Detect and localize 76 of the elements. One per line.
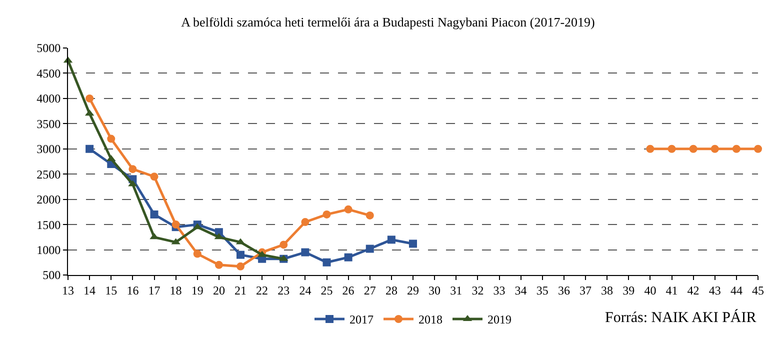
legend-label: 2018 xyxy=(418,312,442,327)
legend-label: 2019 xyxy=(488,312,512,327)
y-tick-label: 2000 xyxy=(36,192,61,207)
x-tick-label: 33 xyxy=(493,283,506,298)
point xyxy=(301,248,310,256)
point xyxy=(236,250,244,259)
point xyxy=(193,250,202,258)
point xyxy=(128,165,137,174)
x-tick-label: 31 xyxy=(450,283,462,298)
point xyxy=(86,94,94,102)
point xyxy=(150,210,158,218)
x-tick-label: 16 xyxy=(126,283,139,298)
y-tick-label: 3000 xyxy=(36,142,61,156)
x-tick-label: 17 xyxy=(148,283,160,298)
x-tick-label: 21 xyxy=(234,283,246,298)
point xyxy=(710,144,719,153)
y-tick-label: 3500 xyxy=(36,116,61,131)
x-tick-label: 29 xyxy=(407,283,419,298)
x-tick-label: 24 xyxy=(299,283,312,298)
point xyxy=(172,220,180,229)
y-tick-label: 500 xyxy=(42,268,61,282)
x-tick-label: 18 xyxy=(170,283,182,298)
x-tick-label: 38 xyxy=(601,283,614,298)
text: Forrás: NAIK AKI PÁIR xyxy=(605,309,756,326)
legend-label: 2017 xyxy=(350,312,374,327)
point xyxy=(366,211,374,220)
x-tick-label: 34 xyxy=(514,283,527,298)
point xyxy=(409,240,417,248)
point xyxy=(754,144,762,153)
point xyxy=(301,218,310,226)
x-tick-label: 35 xyxy=(536,283,548,298)
y-tick-label: 4000 xyxy=(36,92,61,106)
point xyxy=(689,144,698,153)
x-tick-label: 26 xyxy=(342,283,354,298)
x-tick-label: 41 xyxy=(666,283,678,298)
point xyxy=(322,210,331,218)
point xyxy=(344,253,352,262)
x-tick-label: 44 xyxy=(730,283,742,298)
y-tick-label: 4500 xyxy=(36,66,61,80)
x-tick-label: 36 xyxy=(558,283,570,298)
x-tick-label: 19 xyxy=(191,283,204,298)
point xyxy=(214,260,223,269)
point xyxy=(344,205,352,214)
x-tick-label: 37 xyxy=(580,283,592,298)
point xyxy=(150,172,158,181)
x-tick-label: 39 xyxy=(622,283,635,298)
point xyxy=(646,144,654,153)
x-tick-label: 45 xyxy=(752,283,764,298)
x-tick-label: 13 xyxy=(62,283,74,298)
x-tick-label: 40 xyxy=(644,283,656,298)
x-tick-label: 23 xyxy=(278,283,290,298)
point xyxy=(107,134,116,143)
x-tick-label: 32 xyxy=(472,283,484,298)
x-tick-label: 42 xyxy=(687,283,700,298)
point xyxy=(387,236,396,244)
x-tick-label: 22 xyxy=(256,283,268,298)
y-tick-label: 1000 xyxy=(36,242,61,257)
point xyxy=(86,144,94,153)
x-tick-label: 25 xyxy=(320,283,333,298)
point xyxy=(236,262,244,270)
x-tick-label: 30 xyxy=(428,283,441,298)
y-tick-label: 1500 xyxy=(36,218,61,232)
x-tick-label: 43 xyxy=(708,283,721,298)
x-tick-label: 28 xyxy=(385,283,398,298)
point xyxy=(668,144,676,153)
point xyxy=(280,240,288,249)
point xyxy=(732,144,740,153)
chart-title: A belföldi szamóca heti termelői ára a Budapesti Nagybani Piacon (2017-2019) xyxy=(181,14,595,30)
point xyxy=(322,258,331,266)
x-tick-label: 20 xyxy=(212,283,225,298)
y-tick-label: 2500 xyxy=(36,167,61,182)
y-tick-label: 5000 xyxy=(36,41,61,56)
x-tick-label: 15 xyxy=(105,283,118,298)
point xyxy=(366,244,374,253)
x-tick-label: 27 xyxy=(364,283,376,298)
x-tick-label: 14 xyxy=(84,283,96,298)
